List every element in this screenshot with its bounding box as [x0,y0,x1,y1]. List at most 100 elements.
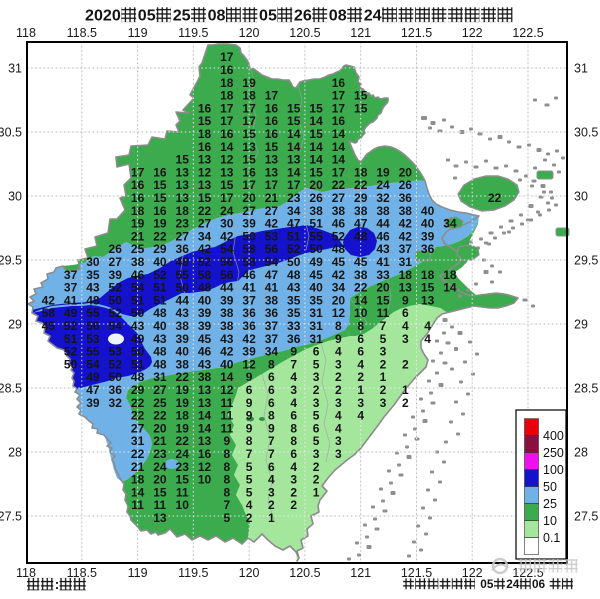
svg-text:47: 47 [354,217,368,231]
svg-text:16: 16 [332,114,346,128]
svg-text:2: 2 [402,357,409,371]
svg-text:14: 14 [309,114,323,128]
svg-text:3: 3 [313,396,320,410]
svg-text:6: 6 [268,383,275,397]
svg-text:4: 4 [335,421,342,435]
svg-text:24: 24 [220,204,234,218]
svg-text:38: 38 [309,204,323,218]
svg-text:22: 22 [153,409,167,423]
svg-text:14: 14 [198,409,212,423]
svg-text:46: 46 [376,229,390,243]
svg-text:49: 49 [64,306,78,320]
svg-text:56: 56 [86,319,100,333]
svg-text:17: 17 [220,101,234,115]
svg-text:8: 8 [290,421,297,435]
svg-text:17: 17 [265,178,279,192]
svg-text:22: 22 [131,396,145,410]
svg-text:51: 51 [309,217,323,231]
svg-text:13: 13 [220,165,234,179]
svg-text:58: 58 [198,268,212,282]
svg-text:12: 12 [198,165,212,179]
svg-text:21: 21 [131,229,145,243]
svg-text:30.5: 30.5 [574,126,598,140]
svg-text:8: 8 [268,357,275,371]
svg-text:18: 18 [198,127,212,141]
svg-text:58: 58 [242,255,256,269]
svg-text:21: 21 [265,191,279,205]
svg-text:38: 38 [399,204,413,218]
svg-text:14: 14 [287,140,301,154]
svg-text:4: 4 [335,345,342,359]
svg-text:31: 31 [131,434,145,448]
svg-text:48: 48 [354,229,368,243]
svg-text:40: 40 [176,345,190,359]
svg-text:16: 16 [220,127,234,141]
svg-text:39: 39 [242,345,256,359]
svg-text:27: 27 [131,421,145,435]
svg-text:45: 45 [42,319,56,333]
svg-text:39: 39 [198,306,212,320]
svg-text:36: 36 [421,242,435,256]
svg-text:36: 36 [109,383,123,397]
svg-text:53: 53 [109,345,123,359]
svg-text:30: 30 [220,217,234,231]
svg-text:17: 17 [332,165,346,179]
svg-text:46: 46 [198,345,212,359]
svg-text:8: 8 [223,473,230,487]
svg-text:42: 42 [198,242,212,256]
svg-text:15: 15 [421,281,435,295]
svg-text:45: 45 [332,255,346,269]
svg-text:26: 26 [309,191,323,205]
svg-text:48: 48 [176,255,190,269]
svg-text:5: 5 [246,460,253,474]
svg-text:16: 16 [153,165,167,179]
svg-text:50: 50 [131,306,145,320]
svg-text:45: 45 [198,332,212,346]
svg-text:29: 29 [8,318,22,332]
svg-text:37: 37 [399,242,413,256]
svg-text:31: 31 [574,62,588,76]
svg-text:122: 122 [462,26,483,40]
svg-text:51: 51 [153,293,167,307]
svg-text:1: 1 [380,370,387,384]
svg-text:30: 30 [86,255,100,269]
svg-text:2: 2 [290,485,297,499]
svg-text:43: 43 [287,281,301,295]
svg-text:50: 50 [242,229,256,243]
svg-text:51: 51 [64,332,78,346]
svg-text:34: 34 [287,204,301,218]
svg-text:2: 2 [380,383,387,397]
svg-text:34: 34 [443,217,457,231]
svg-text:31: 31 [8,62,22,76]
svg-text:28.5: 28.5 [0,382,22,396]
svg-text:34: 34 [198,229,212,243]
svg-text:24: 24 [364,7,382,25]
svg-text:14: 14 [220,140,234,154]
svg-text:38: 38 [176,319,190,333]
svg-text:43: 43 [376,242,390,256]
svg-text:19: 19 [176,396,190,410]
svg-text:17: 17 [265,89,279,103]
svg-text:35: 35 [287,293,301,307]
svg-text:3: 3 [268,485,275,499]
svg-text:54: 54 [220,242,234,256]
svg-text:25: 25 [153,396,167,410]
svg-text:18: 18 [242,89,256,103]
svg-text:3: 3 [335,447,342,461]
svg-text:52: 52 [332,229,346,243]
svg-text:3: 3 [357,396,364,410]
svg-text:36: 36 [287,332,301,346]
svg-text:55: 55 [309,229,323,243]
svg-text:14: 14 [309,140,323,154]
svg-text:11: 11 [220,396,233,410]
svg-text:11: 11 [131,498,144,512]
svg-text:43: 43 [198,357,212,371]
svg-text:4: 4 [246,498,253,512]
svg-text:7: 7 [268,434,275,448]
svg-text:37: 37 [265,332,279,346]
svg-text:9: 9 [402,293,409,307]
svg-text:14: 14 [198,421,212,435]
svg-text:14: 14 [287,165,301,179]
svg-text:4: 4 [290,460,297,474]
svg-text:9: 9 [246,396,253,410]
